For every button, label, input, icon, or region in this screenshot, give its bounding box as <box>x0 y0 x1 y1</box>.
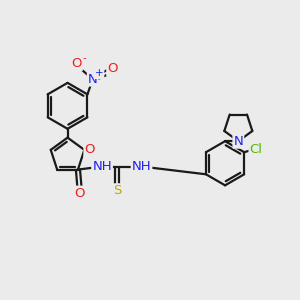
Text: -: - <box>82 53 86 63</box>
Text: Cl: Cl <box>250 143 262 156</box>
Text: +: + <box>95 68 103 78</box>
Text: NH: NH <box>132 160 152 172</box>
Text: O: O <box>71 57 82 70</box>
Text: N: N <box>88 73 98 85</box>
Text: S: S <box>113 184 122 197</box>
Text: O: O <box>107 62 118 75</box>
Text: NH: NH <box>92 160 112 172</box>
Text: O: O <box>84 143 95 156</box>
Text: N: N <box>233 135 243 148</box>
Text: O: O <box>74 187 85 200</box>
